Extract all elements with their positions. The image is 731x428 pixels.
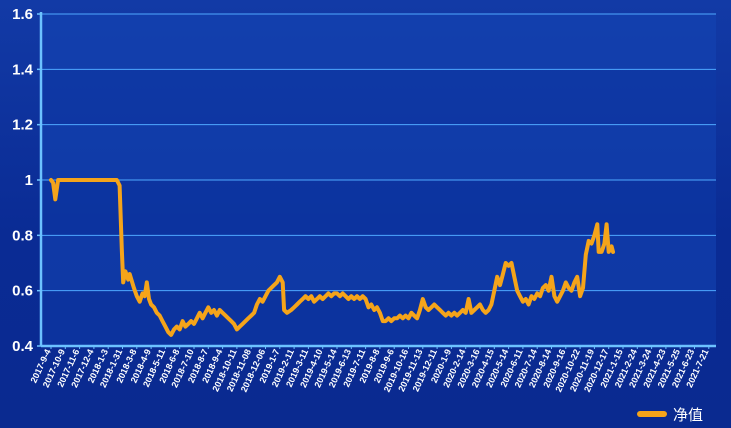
plot-band [41, 235, 716, 291]
y-tick-label: 1.4 [12, 61, 34, 78]
series-line [49, 178, 615, 337]
legend-label: 净值 [673, 406, 703, 424]
plot-band [41, 69, 716, 125]
y-tick-label: 1.2 [12, 117, 33, 134]
plot-band [41, 14, 716, 70]
plot-band [41, 124, 716, 180]
y-tick-label: 1 [25, 172, 33, 189]
y-tick-label: 0.8 [12, 227, 33, 244]
plot-band [41, 290, 716, 346]
plot-band [41, 180, 716, 236]
y-tick-label: 0.6 [12, 283, 33, 300]
y-tick-label: 0.4 [12, 338, 34, 355]
y-tick-label: 1.6 [12, 6, 33, 23]
